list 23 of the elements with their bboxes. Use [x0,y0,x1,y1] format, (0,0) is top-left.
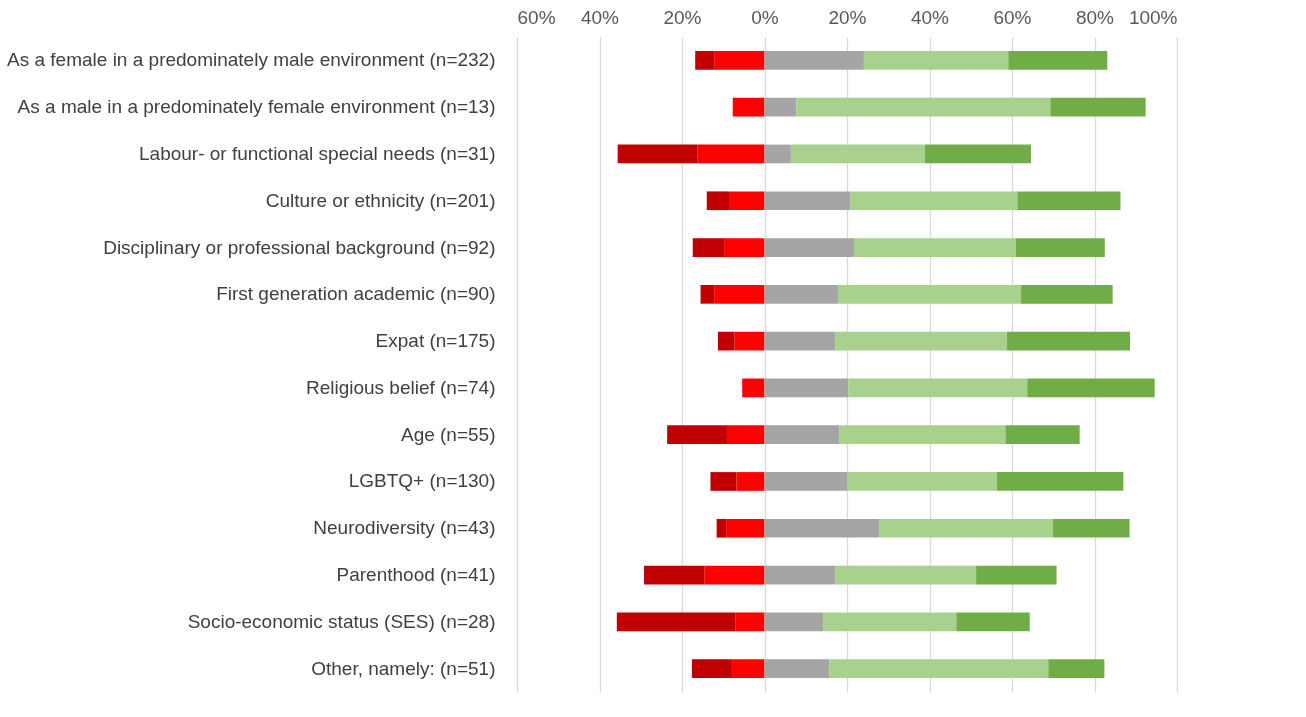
y-tick-label: Culture or ethnicity (n=201) [265,189,496,211]
x-tick-label: 0% [751,6,779,28]
y-tick-label: LGBTQ+ (n=130) [348,470,496,492]
y-tick-label: Age (n=55) [400,423,496,445]
y-tick-label: Disciplinary or professional background (n=92) [103,236,496,258]
x-tick-label: 60% [993,6,1032,28]
x-tick-label: 60% [517,6,556,28]
x-tick-label: 20% [828,6,867,28]
y-tick-label: Other, namely: (n=51) [311,657,496,679]
x-tick-label: 40% [580,6,620,28]
y-tick-label: As a female in a predominately male environment (n=232) [7,49,496,71]
y-tick-label: Labour- or functional special needs (n=31) [139,142,496,164]
y-tick-label: As a male in a predominately female environment (n=13) [17,96,496,118]
y-tick-label: First generation academic (n=90) [216,283,496,305]
y-tick-label: Neurodiversity (n=43) [313,517,496,539]
x-tick-label: 40% [910,6,950,28]
y-tick-label: Socio-economic status (SES) (n=28) [187,610,496,632]
x-tick-label: 80% [1075,6,1115,28]
y-tick-label: Parenthood (n=41) [336,564,496,586]
y-tick-label: Religious belief (n=74) [305,376,496,398]
x-tick-label: 100% [1128,6,1178,28]
y-tick-label: Expat (n=175) [375,330,496,352]
x-tick-label: 20% [663,6,702,28]
